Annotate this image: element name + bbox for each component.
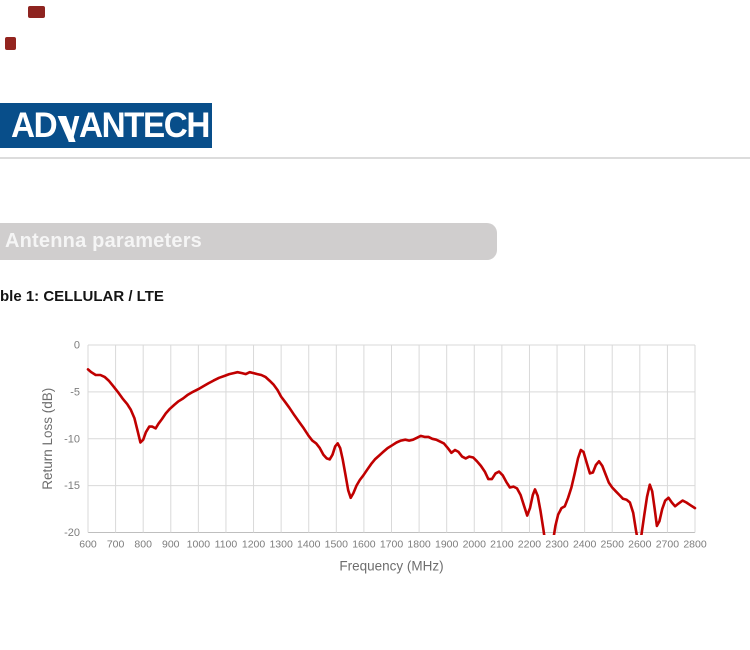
logo-text-right: ANTECH [78, 106, 210, 145]
section-bar-antenna-parameters: Antenna parameters [0, 223, 497, 260]
svg-text:2100: 2100 [490, 539, 514, 551]
svg-text:800: 800 [134, 539, 152, 551]
svg-text:-10: -10 [64, 433, 80, 445]
svg-text:1000: 1000 [187, 539, 211, 551]
advantech-logo-text: AD ANTECH [11, 106, 210, 145]
svg-text:1600: 1600 [352, 539, 376, 551]
svg-text:2200: 2200 [518, 539, 542, 551]
svg-text:1400: 1400 [297, 539, 321, 551]
svg-text:1300: 1300 [269, 539, 293, 551]
return-loss-chart: 0 -5 -10 -15 -20 600 700 800 900 1000 1100 1200 1300… [0, 330, 750, 585]
table-caption: ble 1: CELLULAR / LTE [0, 288, 164, 305]
svg-text:1200: 1200 [242, 539, 266, 551]
svg-text:-15: -15 [64, 480, 80, 492]
svg-text:2500: 2500 [601, 539, 625, 551]
svg-text:1700: 1700 [380, 539, 404, 551]
svg-text:600: 600 [79, 539, 97, 551]
svg-text:Frequency (MHz): Frequency (MHz) [339, 559, 443, 574]
svg-text:1500: 1500 [325, 539, 349, 551]
svg-text:2400: 2400 [573, 539, 597, 551]
red-fragment-top [28, 6, 45, 18]
svg-text:Return Loss (dB): Return Loss (dB) [40, 388, 55, 490]
logo-stylized-v-icon [57, 113, 79, 142]
svg-text:1100: 1100 [215, 539, 238, 551]
logo-text-left: AD [11, 106, 58, 145]
svg-text:2000: 2000 [463, 539, 487, 551]
svg-text:1900: 1900 [435, 539, 459, 551]
red-fragment-left [5, 37, 16, 50]
header-divider [0, 157, 750, 159]
advantech-logo: AD ANTECH [0, 103, 212, 148]
svg-text:0: 0 [74, 340, 80, 352]
svg-text:-20: -20 [64, 527, 80, 539]
svg-text:-5: -5 [70, 386, 80, 398]
svg-text:2800: 2800 [683, 539, 707, 551]
svg-text:700: 700 [107, 539, 125, 551]
svg-text:900: 900 [162, 539, 180, 551]
svg-text:2700: 2700 [656, 539, 680, 551]
svg-text:1800: 1800 [407, 539, 431, 551]
svg-text:2600: 2600 [628, 539, 652, 551]
svg-text:2300: 2300 [545, 539, 569, 551]
section-title: Antenna parameters [5, 230, 202, 252]
